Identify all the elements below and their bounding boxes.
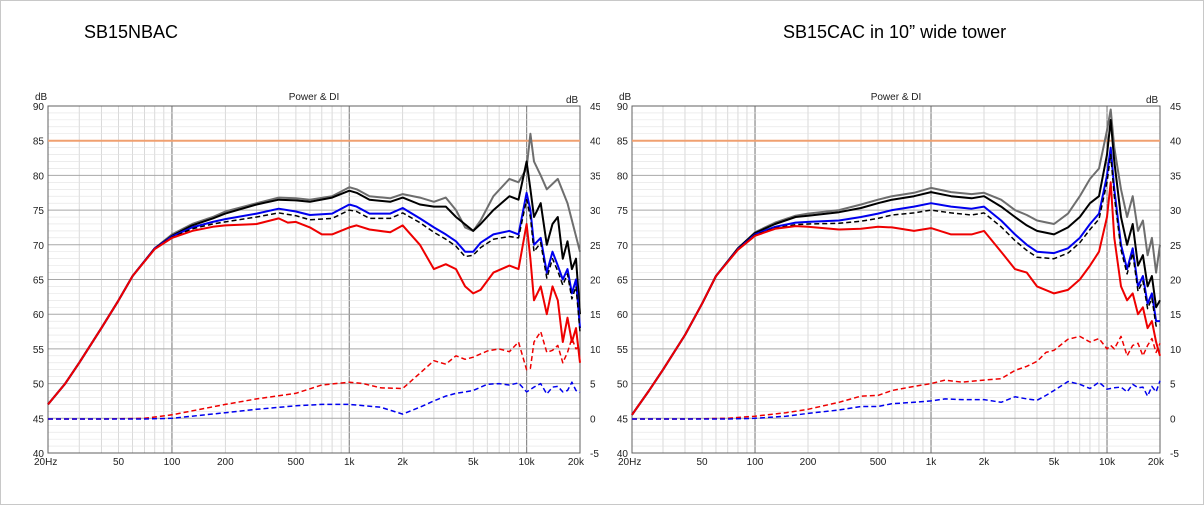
c1-x-tick-label: 10k — [1099, 457, 1116, 468]
c0-y-tick-label: 45 — [33, 414, 45, 425]
c1-y2-tick-label: 30 — [1170, 206, 1182, 217]
c1-left-unit-label: dB — [619, 92, 632, 103]
c0-series-4-red — [47, 217, 581, 406]
c1-right-unit-label: dB — [1146, 95, 1159, 106]
right-chart-heading: SB15CAC in 10” wide tower — [783, 22, 1007, 42]
c1-y2-tick-label: 10 — [1170, 345, 1182, 356]
c0-y-tick-label: 55 — [33, 345, 45, 356]
c1-y2-tick-label: 20 — [1170, 276, 1182, 287]
c1-y-tick-label: 40 — [617, 449, 629, 460]
c1-y-tick-label: 55 — [617, 345, 629, 356]
c0-y-tick-label: 50 — [33, 380, 45, 391]
c0-x-tick-label: 50 — [113, 457, 125, 468]
c0-y2-tick-label: 20 — [590, 276, 600, 287]
c1-x-tick-label: 5k — [1049, 457, 1061, 468]
c1-x-tick-label: 1k — [926, 457, 938, 468]
c1-x-tick-label: 100 — [747, 457, 764, 468]
c0-series-6-blue-dashed — [48, 381, 581, 420]
c1-y2-tick-label: 15 — [1170, 310, 1182, 321]
c1-y-tick-label: 60 — [617, 310, 629, 321]
c0-x-tick-label: 100 — [164, 457, 181, 468]
c1-y-tick-label: 45 — [617, 414, 629, 425]
c0-y-tick-label: 75 — [33, 206, 45, 217]
c0-x-tick-label: 2k — [397, 457, 409, 468]
c0-y2-tick-label: 25 — [590, 241, 600, 252]
c0-x-tick-label: 200 — [217, 457, 234, 468]
c0-x-tick-label: 1k — [344, 457, 356, 468]
c1-grid — [632, 106, 1160, 453]
c0-y-tick-label: 40 — [33, 449, 45, 460]
c1-y2-tick-label: 35 — [1170, 171, 1182, 182]
c0-x-tick-label: 500 — [288, 457, 305, 468]
c1-y2-tick-label: 25 — [1170, 241, 1182, 252]
c1-plot-border — [631, 105, 1161, 454]
c1-series-6-blue-dashed — [632, 380, 1161, 420]
c0-y-tick-label: 70 — [33, 241, 45, 252]
c1-y-tick-label: 65 — [617, 276, 629, 287]
c0-y2-tick-label: 10 — [590, 345, 600, 356]
c1-x-tick-label: 200 — [800, 457, 817, 468]
c1-y2-tick-label: 40 — [1170, 137, 1182, 148]
c1-y-tick-label: 85 — [617, 137, 629, 148]
c0-y-tick-label: 80 — [33, 171, 45, 182]
c0-y-tick-label: 60 — [33, 310, 45, 321]
c0-right-unit-label: dB — [566, 95, 579, 106]
c0-x-tick-label: 10k — [519, 457, 536, 468]
c1-series-4-red — [631, 181, 1161, 416]
c0-y2-tick-label: 0 — [590, 414, 596, 425]
c1-x-tick-label: 50 — [696, 457, 708, 468]
c0-y2-tick-label: 15 — [590, 310, 600, 321]
c0-y2-tick-label: 45 — [590, 102, 600, 113]
left-chart-heading: SB15NBAC — [84, 22, 179, 42]
c1-y-tick-label: 75 — [617, 206, 629, 217]
c1-x-tick-label: 20Hz — [618, 457, 641, 468]
c1-x-tick-label: 500 — [870, 457, 887, 468]
c1-y-tick-label: 80 — [617, 171, 629, 182]
c0-y2-tick-label: 40 — [590, 137, 600, 148]
c0-x-tick-label: 20k — [568, 457, 585, 468]
c1-x-tick-label: 2k — [979, 457, 991, 468]
c1-series-5-red-dashed — [632, 335, 1161, 420]
c1-y2-tick-label: 5 — [1170, 380, 1176, 391]
c1-y2-tick-label: 0 — [1170, 414, 1176, 425]
c1-y2-tick-label: 45 — [1170, 102, 1182, 113]
c0-series-5-red-dashed — [48, 330, 581, 420]
c1-y-tick-label: 90 — [617, 102, 629, 113]
c0-x-tick-label: 20Hz — [34, 457, 57, 468]
c0-y2-tick-label: 30 — [590, 206, 600, 217]
c0-y2-tick-label: 5 — [590, 380, 596, 391]
c1-y-tick-label: 70 — [617, 241, 629, 252]
c0-y-tick-label: 90 — [33, 102, 45, 113]
c0-y2-tick-label: 35 — [590, 171, 600, 182]
c0-x-tick-label: 5k — [468, 457, 480, 468]
c0-left-unit-label: dB — [35, 92, 48, 103]
c1-y2-tick-label: -5 — [1170, 449, 1179, 460]
c1-x-tick-label: 20k — [1148, 457, 1165, 468]
c0-y2-tick-label: -5 — [590, 449, 599, 460]
c1-chart-title: Power & DI — [871, 92, 922, 103]
chart-left-sb15nbac: 40 45 50 55 60 65 70 75 80 85 90 -5 0 5 10 15 20 25 30 35 40… — [33, 92, 600, 468]
c0-chart-title: Power & DI — [289, 92, 340, 103]
c1-y-tick-label: 50 — [617, 380, 629, 391]
c0-plot-border — [47, 105, 581, 454]
c0-y-tick-label: 85 — [33, 137, 45, 148]
c0-y-tick-label: 65 — [33, 276, 45, 287]
